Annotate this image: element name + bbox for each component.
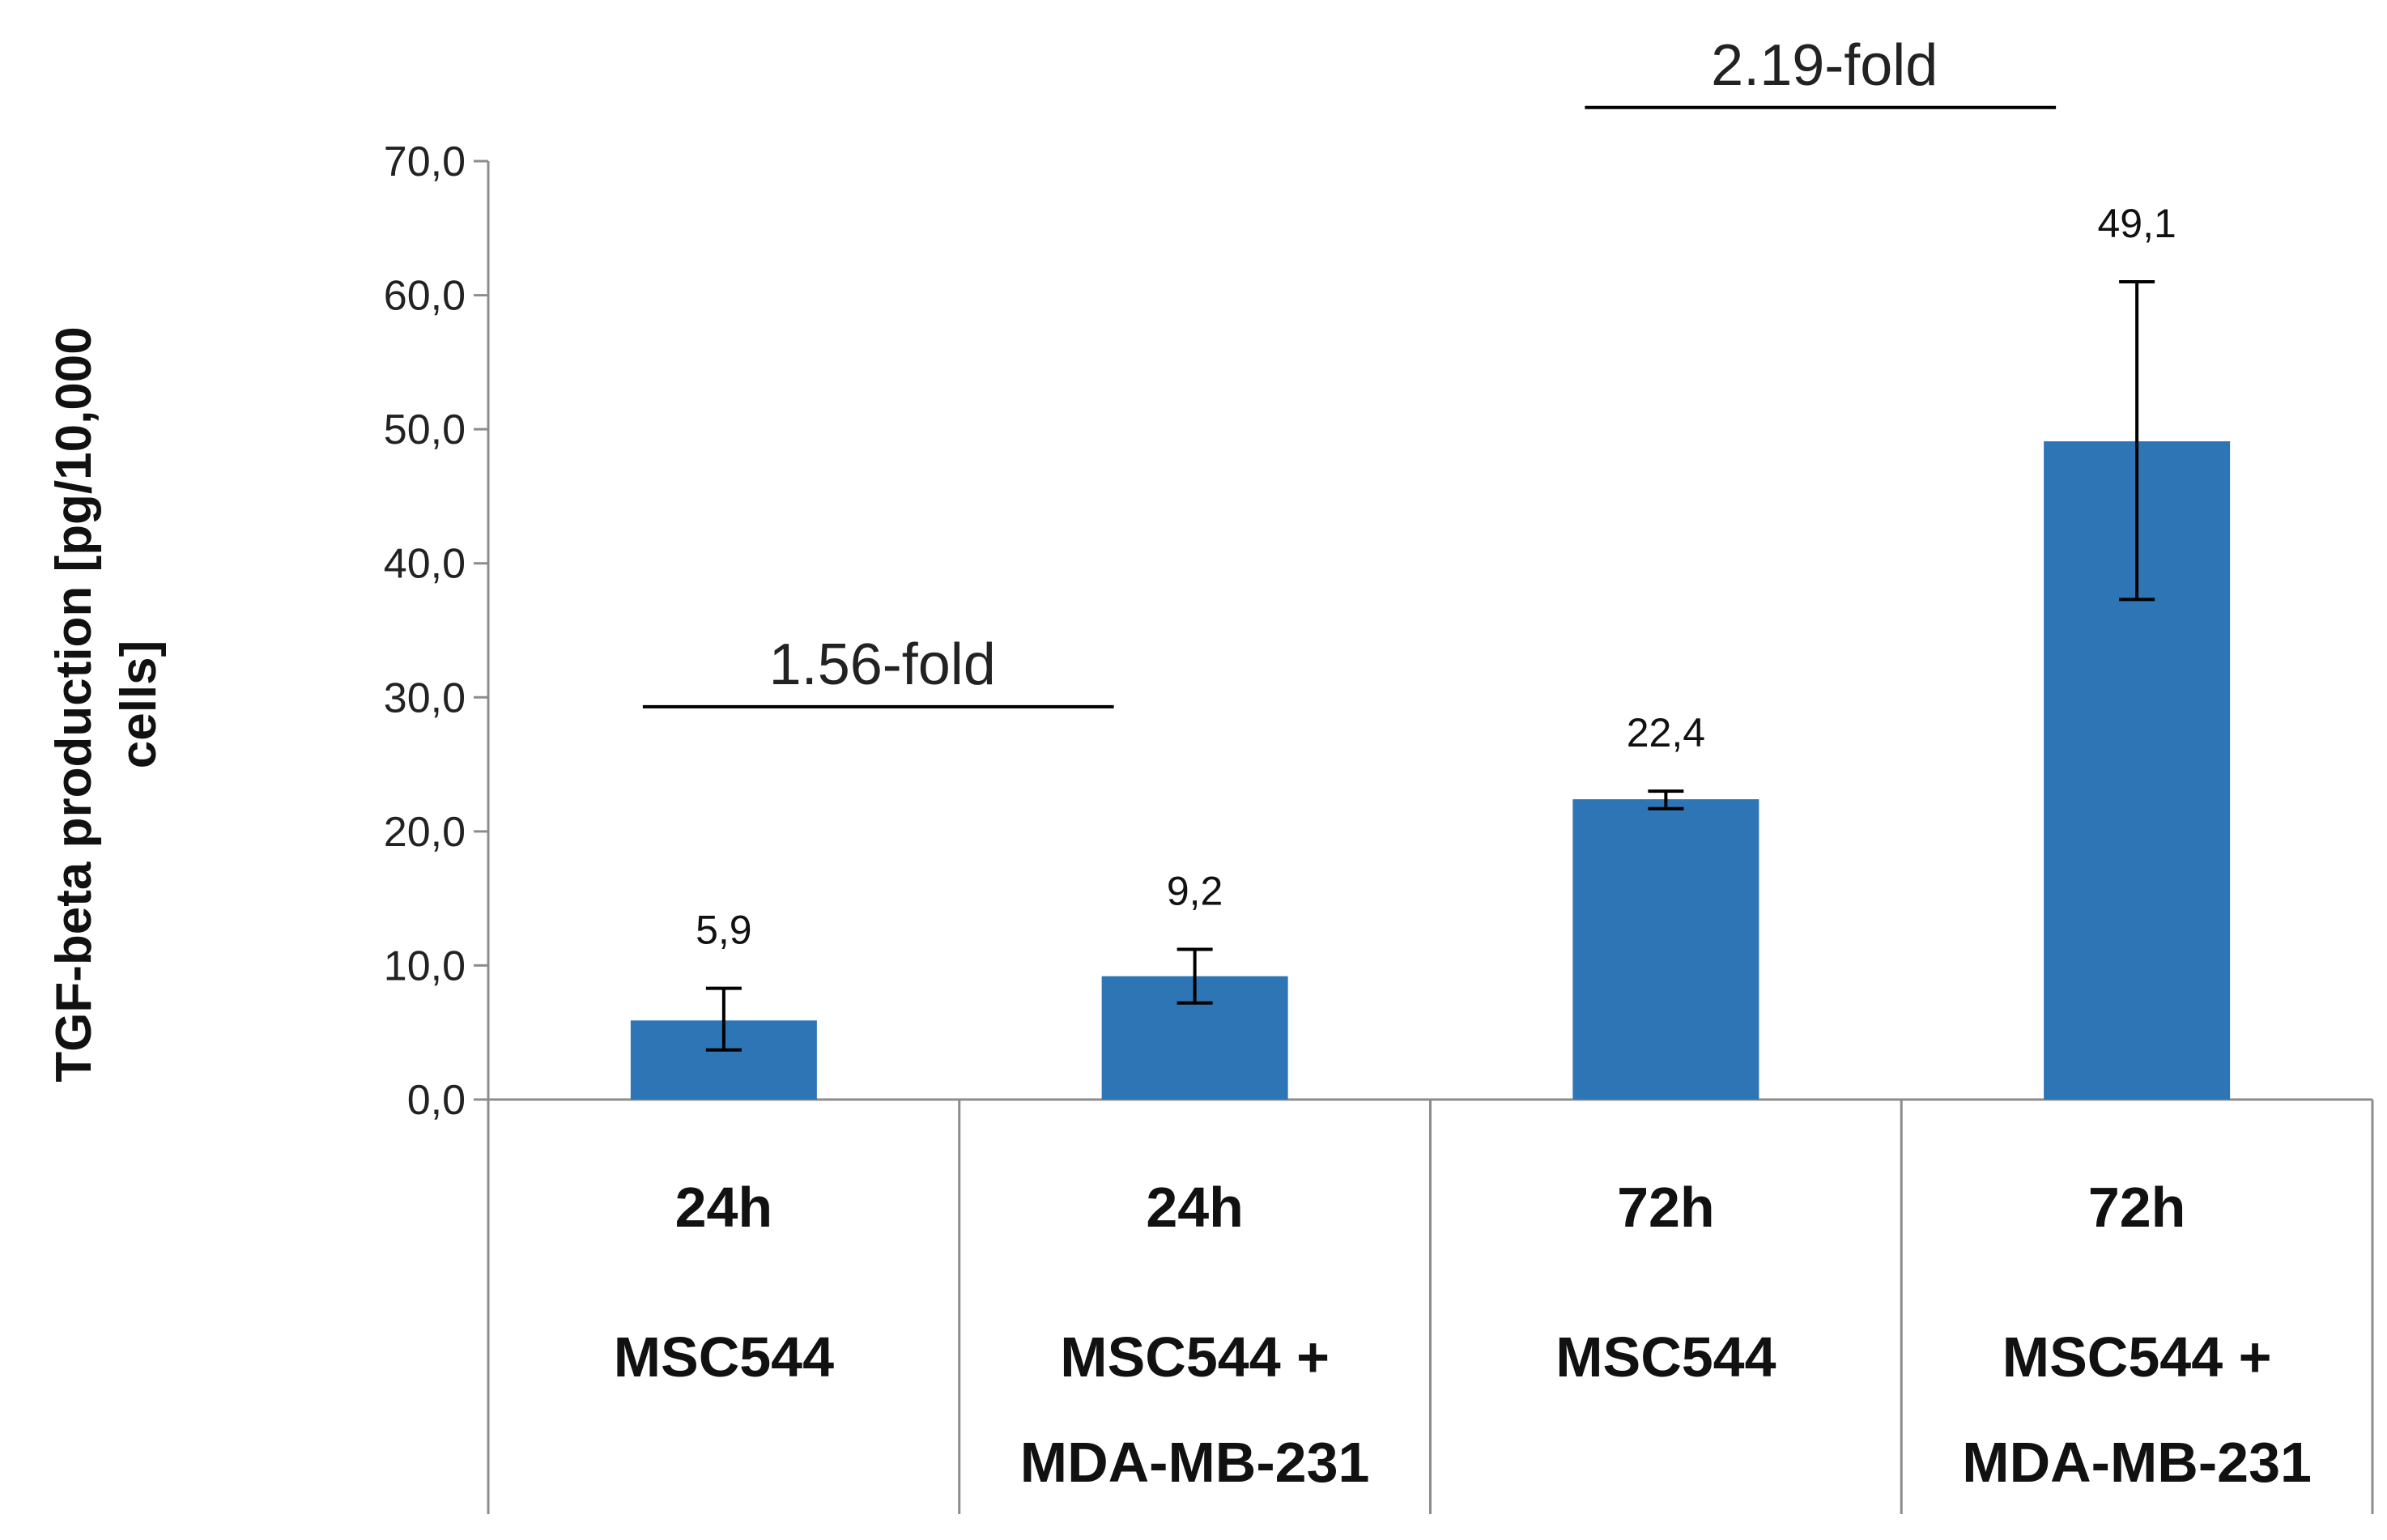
category-time-label: 24h	[1146, 1176, 1244, 1239]
y-tick-label: 10,0	[384, 942, 466, 989]
y-axis-label-line: TGF-beta production [pg/10,000	[46, 326, 102, 1083]
x-axis: 24h MSC544 24h MSC544 + MDA-MB-231 72h MSC544 7…	[487, 1098, 2374, 1514]
data-labels: 5,9 9,2 22,4 49,1	[696, 201, 2176, 953]
category-time-label: 72h	[2088, 1176, 2186, 1239]
bars	[630, 280, 2231, 1100]
data-label: 49,1	[2097, 201, 2176, 246]
fold-annotations: 1.56-fold 2.19-fold	[642, 33, 2057, 708]
category-name-label: MSC544	[1555, 1325, 1776, 1389]
fold-label: 1.56-fold	[769, 632, 996, 697]
category-time-label: 24h	[675, 1176, 773, 1239]
y-axis: 0,0 10,0 20,0 30,0 40,0 50,0 60,0 70,0	[384, 138, 490, 1124]
category-name-label: MSC544	[614, 1325, 834, 1389]
data-label: 9,2	[1167, 869, 1223, 914]
y-tick-label: 20,0	[384, 809, 466, 856]
y-tick-label: 50,0	[384, 406, 466, 453]
y-tick-label: 60,0	[384, 273, 466, 320]
y-tick-label: 40,0	[384, 541, 466, 588]
category-time-label: 72h	[1617, 1176, 1715, 1239]
y-tick-label: 0,0	[407, 1077, 466, 1124]
category-name-label: MDA-MB-231	[1962, 1431, 2312, 1494]
data-label: 5,9	[696, 908, 752, 953]
y-tick-label: 30,0	[384, 674, 466, 721]
category-name-label: MSC544 +	[2002, 1325, 2272, 1389]
category-name-label: MSC544 +	[1060, 1325, 1330, 1389]
y-axis-label-line: cells]	[111, 640, 167, 769]
fold-label: 2.19-fold	[1711, 33, 1938, 98]
data-label: 22,4	[1627, 710, 1705, 755]
bar	[1572, 799, 1759, 1100]
category-name-label: MDA-MB-231	[1020, 1431, 1370, 1494]
y-tick-label: 70,0	[384, 138, 466, 185]
y-axis-label: TGF-beta production [pg/10,000 cells]	[46, 326, 167, 1083]
